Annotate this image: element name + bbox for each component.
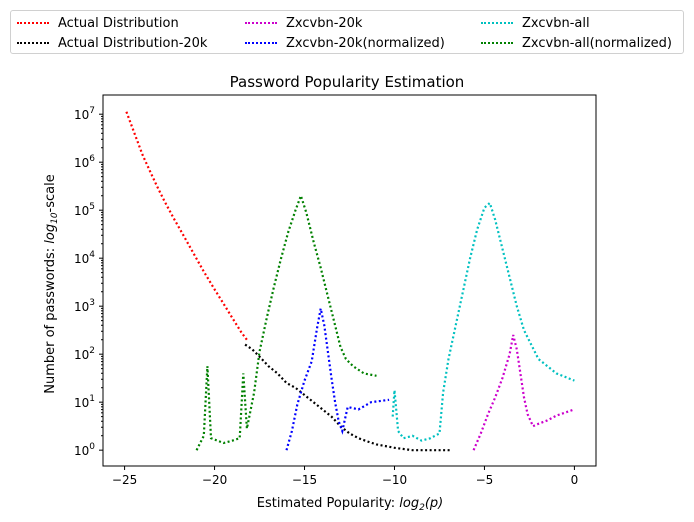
series-line-3 xyxy=(285,308,390,451)
series-line-5 xyxy=(195,192,377,451)
legend-swatch xyxy=(481,42,513,44)
y-tick-label: 101 xyxy=(74,394,95,410)
chart-title: Password Popularity Estimation xyxy=(230,73,465,91)
legend-label: Zxcvbn-all xyxy=(522,15,590,31)
x-tick-label: −10 xyxy=(382,473,407,487)
y-tick-label: 104 xyxy=(74,250,95,266)
y-axis-label-text: Number of passwords: xyxy=(43,244,58,394)
legend-label: Actual Distribution-20k xyxy=(58,35,208,51)
legend-label: Zxcvbn-all(normalized) xyxy=(522,35,672,51)
legend-item-actual-distribution: Actual Distribution xyxy=(17,14,179,32)
x-tick-label: 0 xyxy=(571,473,579,487)
chart-legend: Actual Distribution Actual Distribution-… xyxy=(10,10,684,54)
x-tick-label: −15 xyxy=(292,473,317,487)
y-tick-label: 105 xyxy=(74,202,95,218)
y-tick-label: 100 xyxy=(74,442,95,458)
y-axis-label-suffix: -scale xyxy=(43,174,58,212)
series-line-2 xyxy=(472,334,575,451)
legend-item-zxcvbn-all: Zxcvbn-all xyxy=(481,14,590,32)
plot-area xyxy=(125,111,575,452)
legend-label: Zxcvbn-20k(normalized) xyxy=(286,35,445,51)
legend-label: Actual Distribution xyxy=(58,15,179,31)
x-tick-label: −5 xyxy=(476,473,494,487)
y-axis-label-log: log xyxy=(43,224,58,244)
y-axis-label-base: 10 xyxy=(50,212,60,224)
y-tick-label: 106 xyxy=(74,154,95,170)
legend-item-zxcvbn-20k-normalized: Zxcvbn-20k(normalized) xyxy=(245,34,445,52)
x-tick-label: −25 xyxy=(112,473,137,487)
x-axis-label-arg: (p) xyxy=(425,496,443,511)
legend-item-zxcvbn-20k: Zxcvbn-20k xyxy=(245,14,362,32)
y-axis-label: Number of passwords: log10-scale xyxy=(43,174,60,394)
series-line-0 xyxy=(125,111,248,341)
legend-item-actual-distribution-20k: Actual Distribution-20k xyxy=(17,34,207,52)
legend-label: Zxcvbn-20k xyxy=(286,15,363,31)
plot-frame xyxy=(102,94,597,467)
legend-swatch xyxy=(245,22,277,24)
x-axis: −25 −20 −15 −10 −5 0 xyxy=(112,466,578,487)
x-tick-label: −20 xyxy=(202,473,227,487)
x-axis-label-text: Estimated Popularity: xyxy=(257,496,400,511)
x-axis-label: Estimated Popularity: log2(p) xyxy=(257,496,444,513)
x-axis-label-log: log xyxy=(399,496,419,511)
x-axis-label-base: 2 xyxy=(419,503,425,513)
legend-item-zxcvbn-all-normalized: Zxcvbn-all(normalized) xyxy=(481,34,672,52)
legend-swatch xyxy=(17,22,49,24)
y-tick-label: 103 xyxy=(74,298,95,314)
y-tick-label: 107 xyxy=(74,106,95,122)
series-line-4 xyxy=(391,201,575,442)
y-tick-label: 102 xyxy=(74,346,95,362)
legend-swatch xyxy=(17,42,49,44)
legend-swatch xyxy=(481,22,513,24)
y-axis: 100 101 102 103 104 105 106 107 xyxy=(74,106,103,458)
legend-swatch xyxy=(245,42,277,44)
